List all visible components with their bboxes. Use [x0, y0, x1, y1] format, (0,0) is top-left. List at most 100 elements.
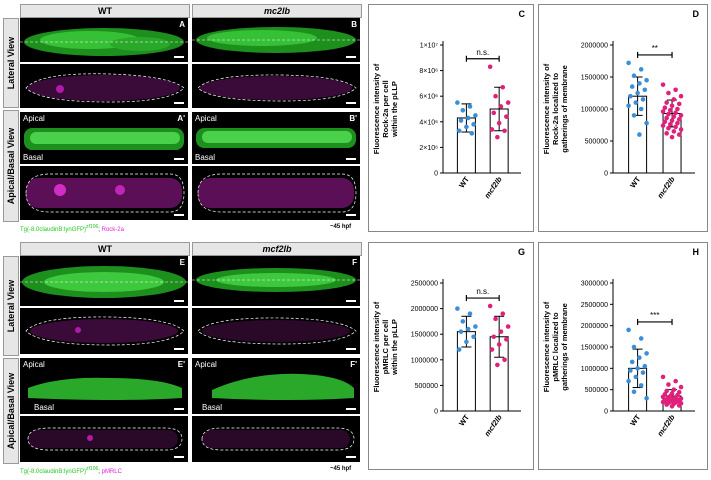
y-tick-label: 4×10⁶	[419, 119, 438, 126]
data-point	[660, 109, 666, 114]
caption-bottom: Tg(-8.0claudinB:lynGFP)zf106; pMRLC	[20, 466, 122, 475]
data-point	[469, 131, 475, 136]
y-tick-label: 1000000	[581, 366, 608, 373]
data-point	[638, 383, 644, 388]
image-panel-F-magenta	[192, 308, 360, 354]
data-point	[455, 100, 460, 105]
micrograph-magenta-A	[25, 73, 185, 103]
data-point	[669, 404, 675, 409]
header-wt-bottom: WT	[20, 242, 190, 256]
x-tick-label: mcf2lb	[655, 175, 676, 200]
data-point	[500, 311, 506, 317]
chart-panel-C: C Fluorescence intensity of Rock-2a per ce…	[368, 4, 534, 232]
hpf-label-top: ~45 hpf	[330, 224, 352, 230]
y-tick-label: 3000000	[581, 281, 608, 288]
data-point	[626, 378, 631, 384]
data-point	[464, 339, 469, 345]
data-point	[629, 84, 635, 89]
significance-label: **	[652, 44, 658, 53]
y-tick-label: 0	[434, 171, 438, 178]
y-tick-label: 500000	[585, 387, 608, 394]
data-point	[642, 87, 648, 93]
data-point	[640, 370, 646, 375]
y-tick-label: 2500000	[581, 302, 608, 309]
header-wt-top: WT	[20, 4, 190, 18]
data-point	[638, 67, 644, 72]
data-point	[675, 120, 680, 126]
data-point	[666, 382, 671, 387]
y-axis-label: within the pLLP	[390, 81, 399, 138]
micrograph-magenta-A-prime	[25, 173, 185, 213]
micrograph-magenta-B	[197, 74, 357, 102]
data-point	[456, 128, 462, 134]
data-point	[669, 118, 675, 123]
data-point	[669, 134, 675, 140]
scale-bar	[174, 102, 184, 104]
x-tick-label: WT	[628, 413, 642, 428]
y-axis-label: Fluorescence intensity of	[372, 301, 381, 392]
scale-bar	[346, 300, 356, 302]
scale-bar	[346, 348, 356, 350]
data-point	[626, 103, 631, 109]
y-tick-label: 1500000	[581, 345, 608, 352]
panel-label-E: E	[179, 258, 185, 267]
micrograph-green-F	[192, 268, 360, 292]
data-point	[660, 82, 666, 87]
chart-panel-D: D Fluorescence intensity of Rock-2a locali…	[538, 4, 708, 232]
scale-bar	[346, 456, 356, 458]
data-point	[467, 311, 473, 317]
data-point	[473, 324, 478, 329]
data-point	[491, 110, 497, 116]
micrograph-green-E-prime	[28, 377, 182, 400]
basal-label: Basal	[34, 403, 55, 412]
data-point	[644, 120, 649, 126]
panel-label-F-prime: F'	[350, 360, 357, 369]
data-point	[455, 306, 460, 311]
data-point	[675, 106, 680, 112]
data-point	[667, 122, 673, 127]
data-point	[465, 326, 471, 332]
chart-panel-H: H Fluorescence intensity of pMRLC localize…	[538, 242, 708, 470]
y-tick-label: 0	[604, 409, 608, 416]
data-point	[673, 378, 678, 384]
data-point	[662, 105, 668, 111]
image-panel-F-prime: Apical Basal F'	[192, 358, 360, 414]
y-axis-label: Rock-2a localized to	[551, 73, 560, 146]
data-point	[666, 111, 671, 117]
data-point	[491, 334, 497, 340]
scale-bar	[174, 456, 184, 458]
data-point	[671, 97, 677, 102]
y-tick-label: 2×10⁶	[419, 145, 438, 152]
x-tick-label: WT	[457, 413, 471, 428]
micrograph-green-B-prime	[196, 128, 356, 148]
data-point	[635, 90, 640, 96]
basal-label: Basal	[195, 153, 216, 162]
image-panel-A-prime-magenta	[20, 166, 188, 220]
data-point	[671, 387, 677, 392]
data-point	[626, 327, 631, 333]
chart-D: D Fluorescence intensity of Rock-2a locali…	[542, 9, 700, 200]
data-point	[460, 107, 466, 113]
data-point	[662, 119, 668, 125]
y-axis-label: Fluorescence intensity of	[542, 63, 551, 154]
data-point	[629, 359, 635, 365]
data-point	[628, 93, 633, 99]
data-point	[505, 100, 511, 105]
data-point	[676, 116, 682, 122]
data-point	[473, 113, 478, 118]
x-tick-label: mcf2lb	[483, 175, 504, 200]
scale-bar	[174, 408, 184, 410]
scale-bar	[174, 158, 184, 160]
data-point	[642, 363, 648, 369]
data-point	[633, 374, 639, 380]
data-point	[644, 395, 649, 401]
scale-bar	[174, 300, 184, 302]
data-point	[666, 90, 671, 96]
data-point	[678, 93, 684, 99]
micrograph-magenta-B-prime	[197, 173, 357, 213]
y-tick-label: 500000	[585, 139, 608, 146]
y-axis-label: Fluorescence intensity of	[372, 63, 381, 154]
y-axis-label: gatherings of membrane	[560, 303, 569, 391]
data-point	[496, 342, 502, 347]
micrograph-magenta-E	[25, 316, 185, 346]
